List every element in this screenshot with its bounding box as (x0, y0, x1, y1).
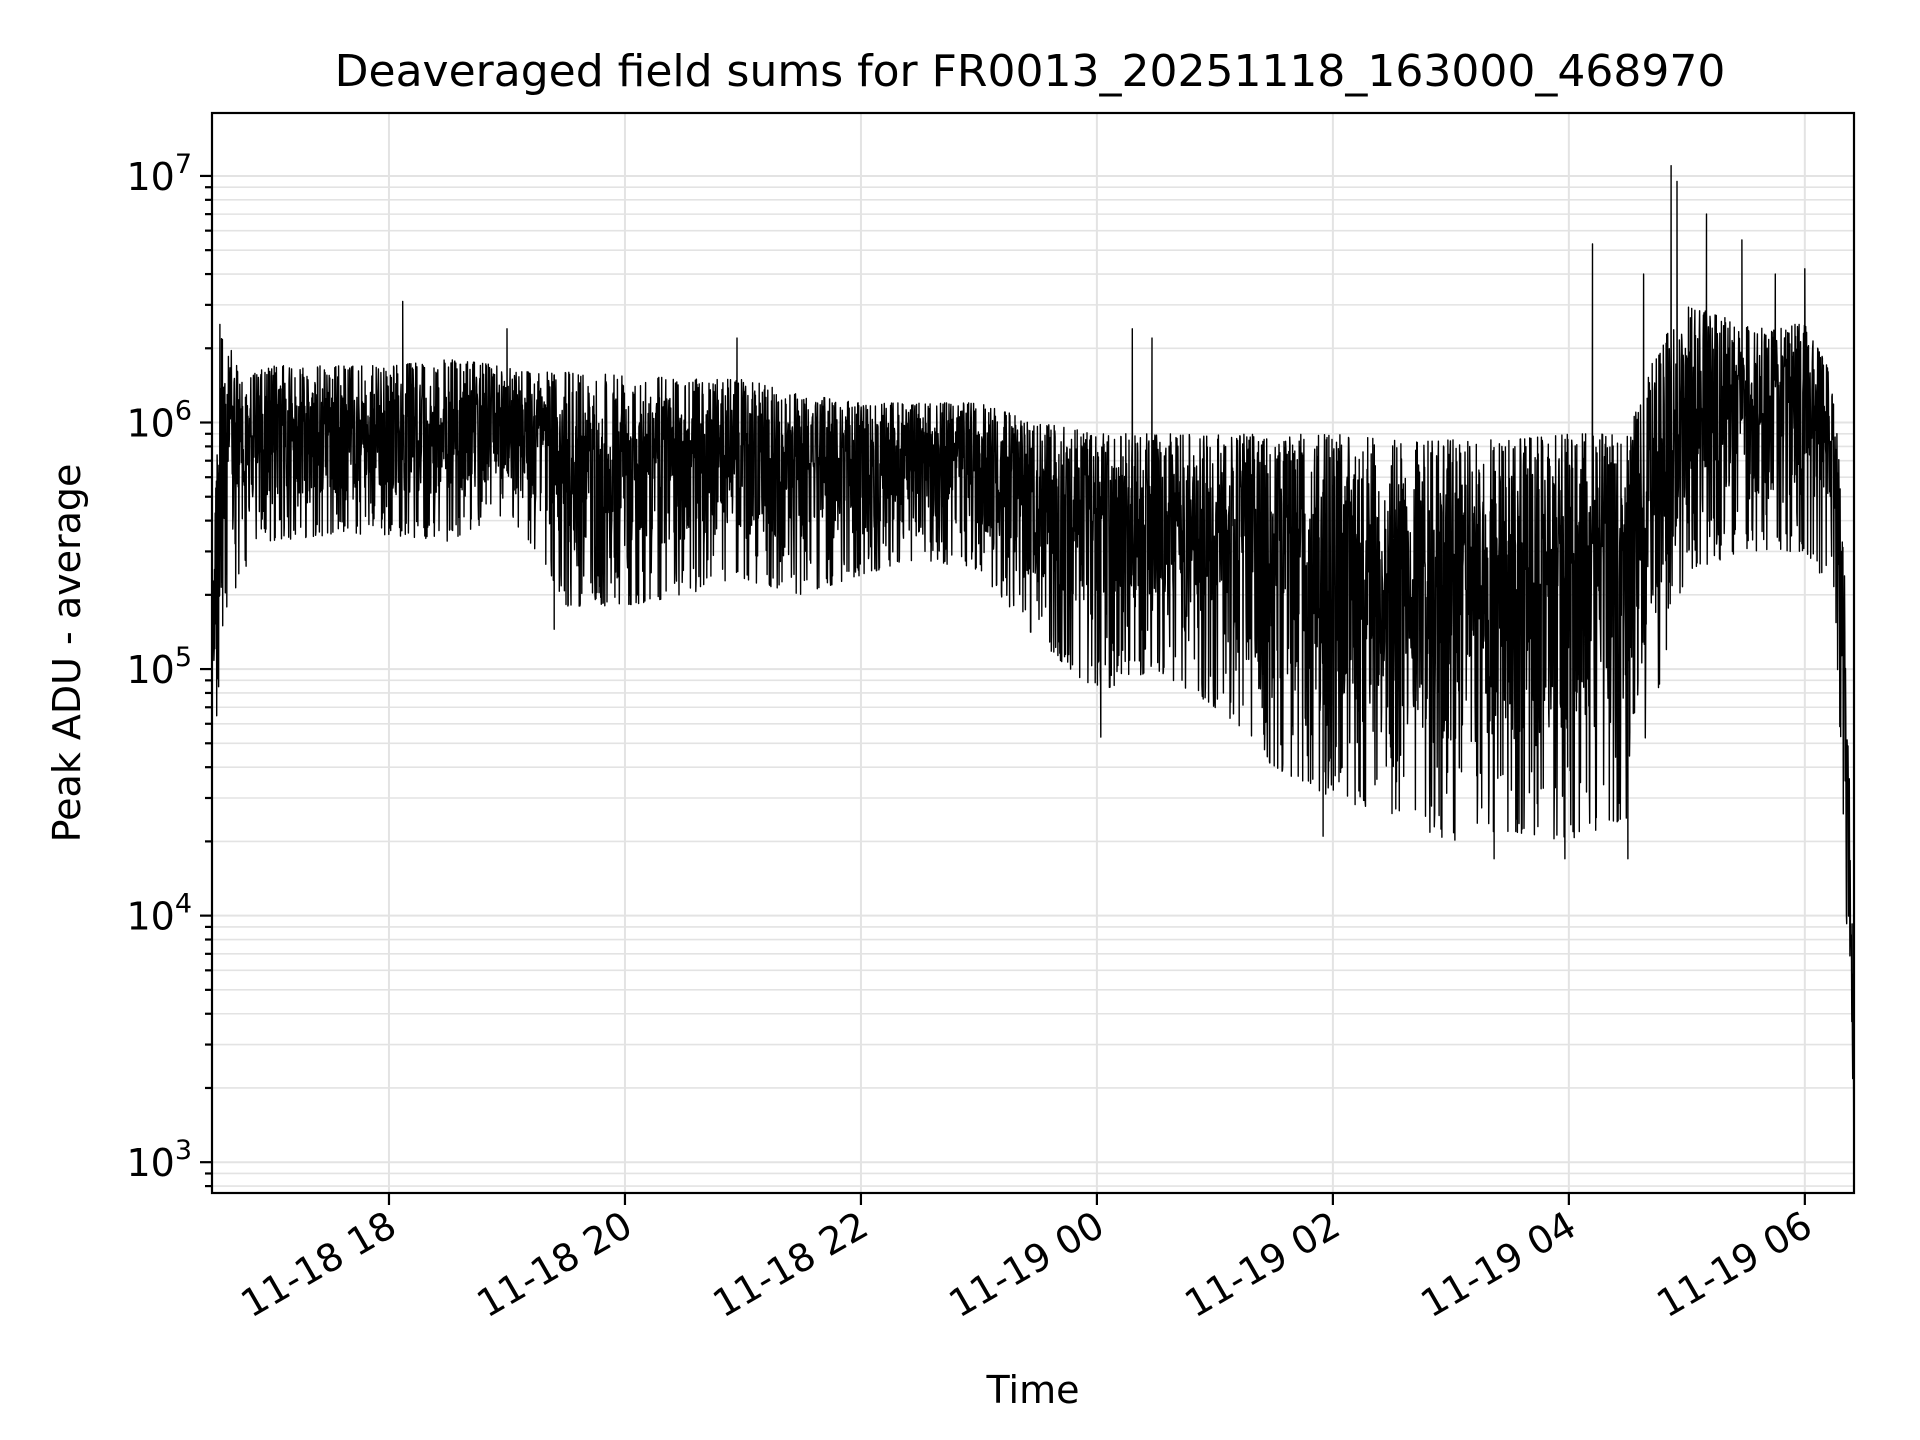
series-layer (212, 165, 1854, 1127)
y-tick-label: 107 (126, 149, 192, 199)
y-tick-label: 103 (126, 1135, 192, 1185)
x-axis: 11-18 18 11-18 20 11-18 22 11-19 00 11-19 02… (234, 1193, 1819, 1327)
y-axis-label: Peak ADU - average (45, 464, 89, 843)
y-tick-label: 105 (126, 642, 192, 692)
y-tick-label: 106 (126, 396, 192, 446)
y-axis: 103 104 105 106 107 (126, 149, 212, 1188)
x-tick-label: 11-19 00 (941, 1203, 1111, 1327)
x-tick-label: 11-19 04 (1413, 1203, 1583, 1327)
series-line (212, 165, 1854, 1127)
x-tick-label: 11-18 18 (234, 1203, 404, 1327)
y-tick-label: 104 (126, 889, 192, 939)
plot-frame (210, 111, 1856, 1195)
x-tick-label: 11-18 22 (705, 1203, 875, 1327)
x-tick-label: 11-19 02 (1177, 1203, 1347, 1327)
x-axis-label: Time (986, 1368, 1080, 1412)
x-tick-label: 11-18 20 (469, 1203, 639, 1327)
x-tick-label: 11-19 06 (1649, 1203, 1819, 1327)
chart-title: Deaveraged field sums for FR0013_2025111… (335, 46, 1726, 97)
